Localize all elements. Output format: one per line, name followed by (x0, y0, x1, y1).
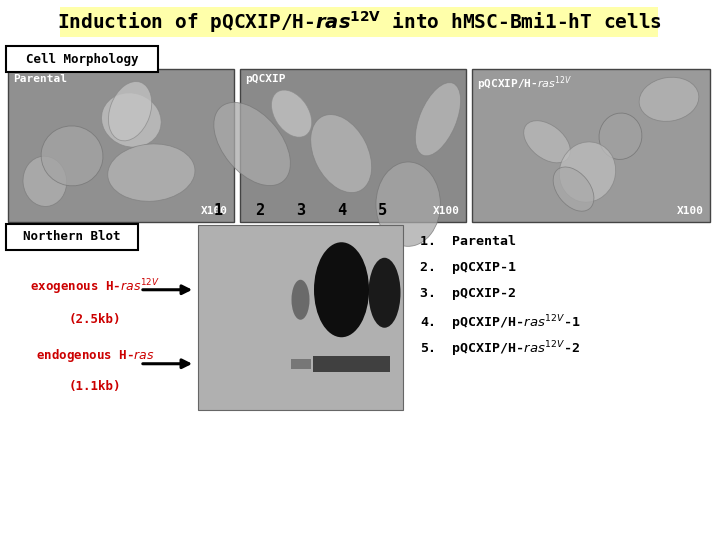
Ellipse shape (369, 258, 400, 328)
Text: 3: 3 (296, 203, 305, 218)
FancyBboxPatch shape (6, 224, 138, 250)
Ellipse shape (214, 103, 290, 186)
Text: (1.1kb): (1.1kb) (68, 380, 121, 393)
Text: 2: 2 (255, 203, 264, 218)
Text: 5.  pQCXIP/H-$\it{ras}^{12V}$-2: 5. pQCXIP/H-$\it{ras}^{12V}$-2 (420, 339, 580, 359)
Text: pQCXIP/H-$\it{ras}^{12V}$: pQCXIP/H-$\it{ras}^{12V}$ (477, 74, 572, 92)
Text: 5: 5 (378, 203, 387, 218)
Text: 2.  pQCXIP-1: 2. pQCXIP-1 (420, 261, 516, 274)
Text: pQCXIP: pQCXIP (245, 74, 286, 84)
Text: X100: X100 (433, 206, 460, 216)
Text: Cell Morphology: Cell Morphology (26, 52, 138, 65)
Text: 3.  pQCXIP-2: 3. pQCXIP-2 (420, 287, 516, 300)
Text: X100: X100 (201, 206, 228, 216)
Text: Northern Blot: Northern Blot (23, 231, 121, 244)
Ellipse shape (599, 113, 642, 159)
Text: exogenous H-$\it{ras}^{12V}$: exogenous H-$\it{ras}^{12V}$ (30, 278, 160, 297)
Ellipse shape (523, 121, 570, 163)
Ellipse shape (108, 144, 195, 201)
Ellipse shape (109, 82, 152, 141)
Ellipse shape (23, 156, 67, 206)
FancyBboxPatch shape (8, 69, 234, 222)
FancyBboxPatch shape (60, 7, 658, 37)
Ellipse shape (292, 280, 310, 320)
FancyBboxPatch shape (198, 225, 403, 410)
Ellipse shape (559, 142, 616, 202)
FancyBboxPatch shape (290, 359, 310, 369)
Ellipse shape (41, 126, 103, 186)
Ellipse shape (553, 167, 594, 211)
FancyBboxPatch shape (312, 356, 390, 372)
Text: 1: 1 (214, 203, 223, 218)
Ellipse shape (314, 242, 369, 338)
Ellipse shape (102, 93, 161, 147)
Ellipse shape (311, 114, 372, 193)
FancyBboxPatch shape (6, 46, 158, 72)
Ellipse shape (415, 83, 461, 156)
Text: (2.5kb): (2.5kb) (68, 313, 121, 326)
Text: Parental: Parental (13, 74, 67, 84)
Text: endogenous H-$\it{ras}$: endogenous H-$\it{ras}$ (35, 347, 155, 364)
Text: X100: X100 (677, 206, 704, 216)
Text: 4: 4 (337, 203, 346, 218)
Ellipse shape (271, 90, 312, 137)
Ellipse shape (639, 77, 699, 122)
FancyBboxPatch shape (240, 69, 466, 222)
Text: Induction of pQCXIP/H-$\bfit{ras}^{\mathbf{12V}}$ into hMSC-Bmi1-hT cells: Induction of pQCXIP/H-$\bfit{ras}^{\math… (58, 9, 662, 35)
Text: 1.  Parental: 1. Parental (420, 235, 516, 248)
Ellipse shape (376, 162, 441, 246)
Text: 4.  pQCXIP/H-$\it{ras}^{12V}$-1: 4. pQCXIP/H-$\it{ras}^{12V}$-1 (420, 313, 580, 333)
FancyBboxPatch shape (472, 69, 710, 222)
